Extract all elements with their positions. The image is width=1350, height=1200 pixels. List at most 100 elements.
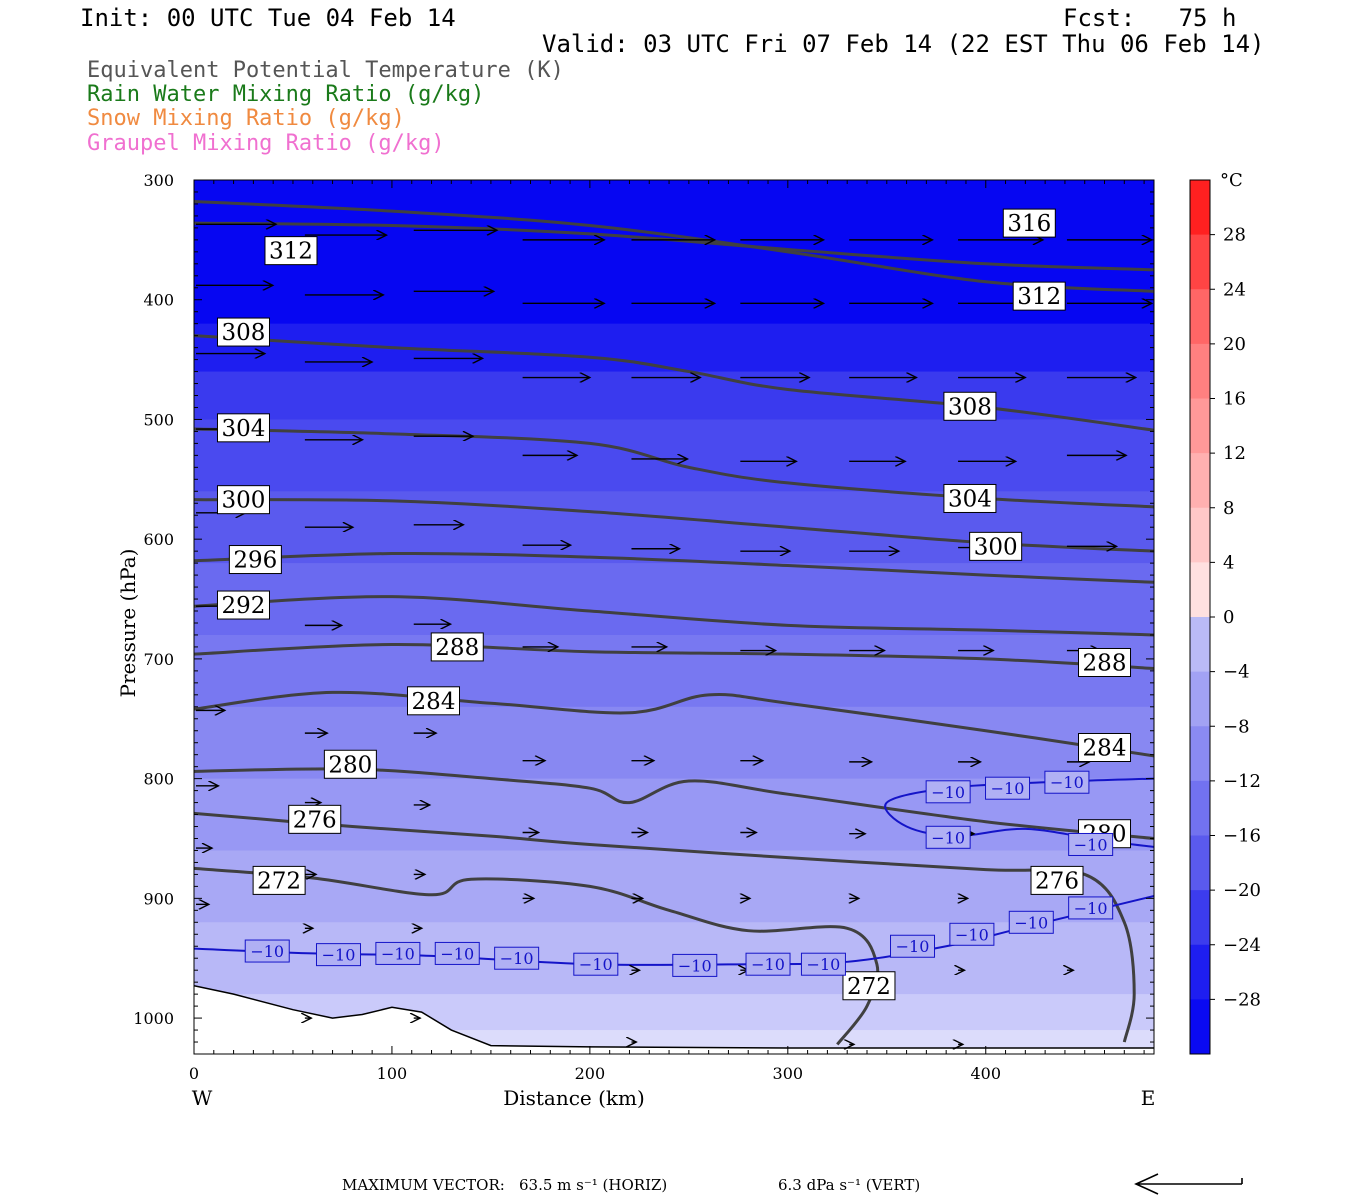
y-tick-label: 900 — [143, 889, 174, 908]
temp-label: −10 — [807, 955, 841, 974]
theta-e-label: 300 — [222, 488, 266, 514]
temp-label: −10 — [322, 946, 356, 965]
theta-e-label: 308 — [222, 320, 266, 346]
legend-theta-e: Equivalent Potential Temperature (K) — [87, 58, 564, 83]
temp-label: −10 — [931, 783, 965, 802]
forecast-hour: Fcst: 75 h — [1063, 4, 1237, 32]
colorbar-tick-label: −12 — [1223, 771, 1261, 792]
colorbar-segment — [1190, 780, 1210, 836]
temp-label-box — [672, 953, 718, 977]
temp-band — [194, 180, 1154, 325]
x-tick-label: 400 — [970, 1064, 1001, 1083]
y-tick-label: 300 — [143, 171, 174, 190]
theta-e-label: 288 — [435, 635, 479, 661]
temp-band — [194, 323, 1154, 373]
colorbar-tick-label: 20 — [1223, 334, 1246, 355]
colorbar-segment — [1190, 398, 1210, 454]
theta-e-label-box — [407, 686, 461, 716]
colorbar-tick-label: −24 — [1223, 935, 1261, 956]
temp-label-box — [890, 934, 936, 958]
theta-e-label-box — [1012, 281, 1066, 311]
colorbar-segment — [1190, 453, 1210, 509]
temp-label: −10 — [896, 937, 930, 956]
colorbar-tick-label: 4 — [1223, 552, 1234, 573]
temp-label-box — [800, 952, 846, 976]
y-tick-label: 500 — [143, 410, 174, 429]
y-tick-label: 700 — [143, 650, 174, 669]
theta-e-label: 276 — [1035, 868, 1079, 894]
theta-e-label: 280 — [328, 752, 372, 778]
max-vector-vert: 6.3 dPa s⁻¹ (VERT) — [778, 1176, 921, 1194]
theta-e-label: 288 — [1083, 650, 1127, 676]
legend-rain: Rain Water Mixing Ratio (g/kg) — [87, 82, 485, 107]
theta-e-label: 316 — [1007, 211, 1051, 237]
y-tick-label: 1000 — [133, 1009, 174, 1028]
terrain-line — [194, 985, 1154, 1049]
temp-label-box — [315, 943, 361, 967]
theta-e-label-box — [216, 485, 270, 515]
colorbar-segment — [1190, 671, 1210, 727]
y-axis-label: Pressure (hPa) — [116, 549, 140, 698]
theta-e-contour-296 — [194, 551, 1154, 584]
theta-e-label: 276 — [293, 807, 337, 833]
temp-label: −10 — [440, 944, 474, 963]
legend-graupel: Graupel Mixing Ratio (g/kg) — [87, 131, 445, 156]
temp-label: −10 — [579, 955, 613, 974]
theta-e-contour-292 — [194, 595, 1154, 637]
temp-label-box — [375, 941, 421, 965]
theta-e-label-box — [264, 236, 318, 266]
temp-label-box — [1008, 910, 1054, 934]
theta-e-label-box — [1030, 865, 1084, 895]
colorbar-tick-label: 8 — [1223, 498, 1234, 519]
theta-e-label: 296 — [233, 548, 277, 574]
temp-band — [194, 371, 1154, 421]
theta-e-label-box — [252, 865, 306, 895]
theta-e-label: 312 — [1017, 284, 1061, 310]
theta-e-label: 284 — [1083, 736, 1127, 762]
colorbar-tick-label: −8 — [1223, 716, 1250, 737]
max-vector-arrow-icon — [1134, 1173, 1243, 1195]
max-vector-label: MAXIMUM VECTOR: — [342, 1176, 505, 1194]
theta-e-label: 292 — [222, 593, 266, 619]
colorbar-segment — [1190, 726, 1210, 782]
theta-e-label: 284 — [412, 689, 456, 715]
y-tick-label: 400 — [143, 291, 174, 310]
colorbar-segment — [1190, 617, 1210, 673]
theta-e-contour-280 — [194, 767, 1154, 840]
theta-e-label-box — [943, 483, 997, 513]
x-axis-east-label: E — [1141, 1086, 1156, 1110]
temp-label-box — [573, 952, 619, 976]
x-axis-label: Distance (km) — [503, 1086, 645, 1110]
theta-e-label-box — [1002, 208, 1056, 238]
temp-label-box — [1068, 896, 1114, 920]
temp-band — [194, 419, 1154, 493]
y-tick-label: 600 — [143, 530, 174, 549]
theta-e-contour-276 — [194, 811, 1136, 1043]
plot-frame — [193, 179, 1155, 1055]
x-tick-label: 100 — [377, 1064, 408, 1083]
temp-label: −10 — [1074, 835, 1108, 854]
colorbar-tick-label: −4 — [1223, 662, 1250, 683]
init-time: Init: 00 UTC Tue 04 Feb 14 — [80, 4, 456, 32]
colorbar-tick-label: 0 — [1223, 607, 1234, 628]
theta-e-label-box — [1078, 733, 1132, 763]
temp-label: −10 — [678, 956, 712, 975]
x-tick-label: 200 — [575, 1064, 606, 1083]
temp-label: −10 — [250, 942, 284, 961]
theta-e-label: 304 — [948, 486, 992, 512]
theta-e-contour-272 — [194, 866, 880, 1046]
colorbar-segment — [1190, 180, 1210, 236]
theta-e-contour-312 — [194, 200, 1154, 293]
temp-label: −10 — [381, 944, 415, 963]
colorbar-tick-label: −16 — [1223, 826, 1261, 847]
theta-e-label-box — [323, 749, 377, 779]
temp-label: −10 — [931, 828, 965, 847]
temp-label: −10 — [955, 925, 989, 944]
temp-label-box — [494, 946, 540, 970]
colorbar-tick-label: −20 — [1223, 880, 1261, 901]
y-tick-label: 800 — [143, 770, 174, 789]
colorbar-segment — [1190, 234, 1210, 290]
x-tick-label: 0 — [189, 1064, 199, 1083]
theta-e-label-box — [969, 531, 1023, 561]
